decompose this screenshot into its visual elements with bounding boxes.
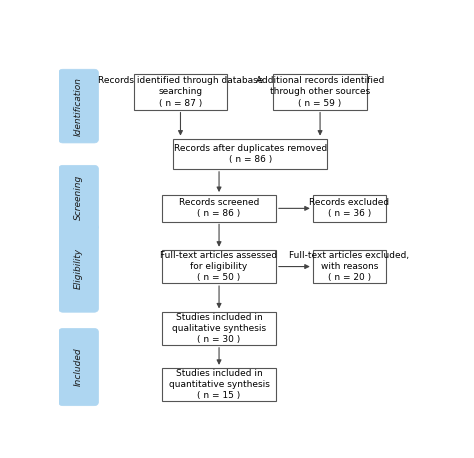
FancyBboxPatch shape bbox=[58, 224, 99, 312]
Text: Full-text articles assessed
for eligibility
( n = 50 ): Full-text articles assessed for eligibil… bbox=[161, 251, 278, 282]
Text: Records screened
( n = 86 ): Records screened ( n = 86 ) bbox=[179, 198, 259, 218]
Bar bbox=[162, 368, 276, 402]
Bar bbox=[173, 139, 328, 169]
Bar bbox=[162, 250, 276, 284]
Text: Screening: Screening bbox=[74, 175, 83, 220]
FancyBboxPatch shape bbox=[58, 165, 99, 230]
Text: Identification: Identification bbox=[74, 76, 83, 136]
Text: Studies included in
quantitative synthesis
( n = 15 ): Studies included in quantitative synthes… bbox=[169, 369, 270, 400]
Bar bbox=[313, 250, 386, 284]
Text: Eligibility: Eligibility bbox=[74, 248, 83, 289]
Text: Records excluded
( n = 36 ): Records excluded ( n = 36 ) bbox=[310, 198, 390, 218]
Bar bbox=[313, 195, 386, 222]
Text: Records after duplicates removed
( n = 86 ): Records after duplicates removed ( n = 8… bbox=[173, 144, 327, 164]
Bar bbox=[273, 74, 367, 109]
Text: Records identified through database
searching
( n = 87 ): Records identified through database sear… bbox=[98, 76, 263, 108]
Bar bbox=[162, 311, 276, 345]
FancyBboxPatch shape bbox=[58, 328, 99, 406]
Bar bbox=[162, 195, 276, 222]
FancyBboxPatch shape bbox=[58, 69, 99, 143]
Text: Included: Included bbox=[74, 348, 83, 387]
Text: Studies included in
qualitative synthesis
( n = 30 ): Studies included in qualitative synthesi… bbox=[172, 313, 266, 344]
Text: Additional records identified
through other sources
( n = 59 ): Additional records identified through ot… bbox=[256, 76, 384, 108]
Bar bbox=[134, 74, 228, 109]
Text: Full-text articles excluded,
with reasons
( n = 20 ): Full-text articles excluded, with reason… bbox=[290, 251, 410, 282]
